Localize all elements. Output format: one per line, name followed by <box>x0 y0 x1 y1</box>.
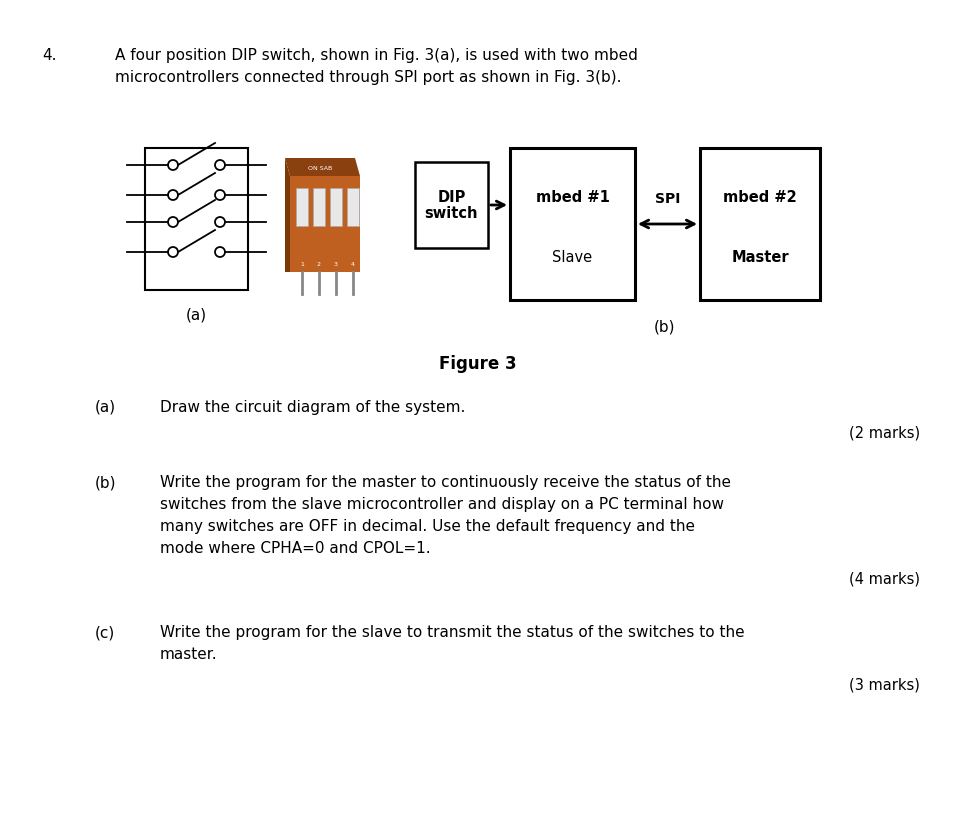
Bar <box>145 148 248 290</box>
Polygon shape <box>285 158 290 272</box>
Text: SPI: SPI <box>655 192 680 206</box>
Bar <box>415 162 488 248</box>
Text: switch: switch <box>424 206 478 221</box>
Text: microcontrollers connected through SPI port as shown in Fig. 3(b).: microcontrollers connected through SPI p… <box>115 70 621 85</box>
Text: (4 marks): (4 marks) <box>849 571 920 586</box>
Text: 1: 1 <box>300 261 304 266</box>
Text: mode where CPHA=0 and CPOL=1.: mode where CPHA=0 and CPOL=1. <box>160 541 430 556</box>
Text: Write the program for the slave to transmit the status of the switches to the: Write the program for the slave to trans… <box>160 625 745 640</box>
Polygon shape <box>285 158 360 176</box>
Text: (a): (a) <box>95 400 116 415</box>
Text: master.: master. <box>160 647 218 662</box>
Text: (b): (b) <box>654 320 676 335</box>
Bar <box>347 188 359 226</box>
Text: (a): (a) <box>185 308 207 323</box>
Text: Draw the circuit diagram of the system.: Draw the circuit diagram of the system. <box>160 400 466 415</box>
Text: many switches are OFF in decimal. Use the default frequency and the: many switches are OFF in decimal. Use th… <box>160 519 695 534</box>
Bar <box>510 148 635 300</box>
Text: (3 marks): (3 marks) <box>849 677 920 692</box>
Text: 4: 4 <box>351 261 355 266</box>
Text: (b): (b) <box>95 475 117 490</box>
Bar <box>296 188 308 226</box>
Bar <box>313 188 325 226</box>
Text: mbed #2: mbed #2 <box>723 191 797 206</box>
Bar <box>290 176 360 272</box>
Text: Master: Master <box>731 250 789 265</box>
Text: DIP: DIP <box>437 190 466 205</box>
Text: Slave: Slave <box>553 250 593 265</box>
Text: (c): (c) <box>95 625 116 640</box>
Bar <box>330 188 342 226</box>
Text: Figure 3: Figure 3 <box>439 355 517 373</box>
Text: A four position DIP switch, shown in Fig. 3(a), is used with two mbed: A four position DIP switch, shown in Fig… <box>115 48 638 63</box>
Text: ON SAB: ON SAB <box>308 166 332 171</box>
Text: 4.: 4. <box>42 48 56 63</box>
Text: switches from the slave microcontroller and display on a PC terminal how: switches from the slave microcontroller … <box>160 497 724 512</box>
Text: 3: 3 <box>334 261 338 266</box>
Text: (2 marks): (2 marks) <box>849 426 920 441</box>
Bar <box>700 148 820 300</box>
Text: Write the program for the master to continuously receive the status of the: Write the program for the master to cont… <box>160 475 731 490</box>
Text: 2: 2 <box>317 261 321 266</box>
Text: mbed #1: mbed #1 <box>535 191 609 206</box>
